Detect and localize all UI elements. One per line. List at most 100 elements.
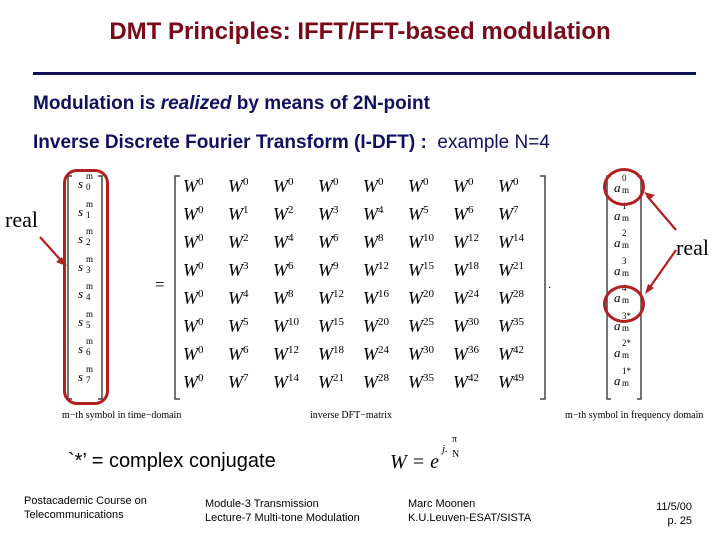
matrix-entry-base: W [183,204,198,224]
matrix-entry: W2 [228,232,249,253]
matrix-entry-base: W [363,176,378,196]
matrix-entry: W12 [273,344,299,365]
matrix-entry-exponent: 42 [468,372,479,384]
matrix-entry-exponent: 30 [423,344,434,356]
matrix-entry-exponent: 20 [378,316,389,328]
footer-course-line-1: Postacademic Course on [24,495,147,507]
matrix-entry: W42 [453,372,479,393]
matrix-entry: W4 [273,232,294,253]
matrix-entry-exponent: 3 [333,204,339,216]
matrix-entry-base: W [183,176,198,196]
matrix-entry-base: W [453,316,468,336]
time-vector-highlight [63,169,109,405]
freq-sample: a 2* m [614,339,631,360]
matrix-entry: W35 [498,316,524,337]
freq-sample-subscript: m [622,240,630,250]
matrix-entry-exponent: 4 [288,232,294,244]
matrix-entry: W0 [318,176,339,197]
matrix-entry-base: W [273,316,288,336]
matrix-entry-base: W [318,316,333,336]
time-sample-symbol: s [78,313,84,329]
matrix-entry: W8 [273,288,294,309]
freq-sample-subscript: m [622,377,630,388]
matrix-entry-exponent: 15 [423,260,434,272]
matrix-entry: W15 [408,260,434,281]
footer-module: Module-3 Transmission Lecture-7 Multi-to… [205,497,360,525]
matrix-entry-exponent: 16 [378,288,389,300]
matrix-entry-exponent: 28 [513,288,524,300]
intro-line-1-post: by means of 2N-point [231,93,430,114]
matrix-entry-base: W [408,372,423,392]
footer-module-line-1: Module-3 Transmission [205,498,319,510]
matrix-entry-exponent: 10 [288,316,299,328]
freq-sample-subscript: m [622,322,630,333]
matrix-entry-base: W [273,204,288,224]
time-sample-symbol: s [78,176,84,191]
intro-line-1: Modulation is realized by means of 2N-po… [33,93,430,115]
matrix-entry-base: W [318,176,333,196]
matrix-entry-exponent: 8 [378,232,384,244]
intro-line-2-text: Inverse Discrete Fourier Transform (I-DF… [33,132,427,153]
matrix-entry-exponent: 4 [243,288,249,300]
matrix-entry: W18 [318,344,344,365]
matrix-entry-exponent: 0 [513,176,519,188]
multiply-dot: . [548,277,552,291]
freq-sample-superscript: 1* [622,365,631,376]
matrix-entry-base: W [498,232,513,252]
matrix-entry-base: W [318,288,333,308]
matrix-entry: W16 [363,288,389,309]
freq-sample-symbol: a [614,372,621,388]
matrix-entry-base: W [408,232,423,252]
footer-date: 11/5/00 [656,501,692,513]
matrix-entry-base: W [498,260,513,280]
freq-vector-caption: m−th symbol in frequency domain [565,410,704,421]
matrix-entry-exponent: 0 [198,176,204,188]
time-sample-index: 4 [86,292,91,302]
matrix-entry: W12 [363,260,389,281]
matrix-entry-base: W [363,372,378,392]
w-exponent-denominator: N [452,449,460,460]
matrix-entry-base: W [363,288,378,308]
matrix-entry: W10 [273,316,299,337]
matrix-entry: W25 [408,316,434,337]
footer-course-line-2: Telecommunications [24,509,124,521]
matrix-entry-base: W [453,344,468,364]
freq-sample-superscript: 2* [622,338,631,348]
matrix-entry-exponent: 8 [288,288,294,300]
matrix-entry-base: W [363,316,378,336]
matrix-entry-exponent: 21 [333,372,344,384]
matrix-entry-exponent: 18 [468,260,479,272]
footer-author: Marc Moonen K.U.Leuven-ESAT/SISTA [408,497,531,525]
matrix-entry: W12 [318,288,344,309]
freq-sample-superscript: 3 [622,255,627,266]
matrix-entry-exponent: 25 [423,316,434,328]
matrix-entry-base: W [363,260,378,280]
matrix-entry-base: W [183,316,198,336]
matrix-entry: W3 [318,204,339,225]
matrix-entry: W0 [453,176,474,197]
matrix-entry: W30 [453,316,479,337]
matrix-entry-base: W [273,344,288,364]
matrix-entry: W6 [318,232,339,253]
matrix-entry: W0 [183,288,204,309]
time-sample-superscript: m [86,226,94,236]
freq-sample-subscript: m [622,267,630,278]
intro-line-1-pre: Modulation is [33,93,161,114]
matrix-entry-base: W [453,260,468,280]
matrix-entry-base: W [453,372,468,392]
title-divider [33,72,696,75]
matrix-entry-base: W [498,372,513,392]
matrix-entry-exponent: 12 [288,344,299,356]
matrix-entry-exponent: 30 [468,316,479,328]
matrix-entry: W49 [498,372,524,393]
matrix-entry: W0 [183,372,204,393]
matrix-entry-exponent: 7 [513,204,519,216]
matrix-entry-exponent: 10 [423,232,434,244]
matrix-entry: W0 [183,204,204,225]
w-definition-base: W = e [390,451,440,473]
matrix-entry-exponent: 0 [378,176,384,188]
matrix-entry: W28 [498,288,524,309]
time-sample-superscript: m [86,253,94,264]
